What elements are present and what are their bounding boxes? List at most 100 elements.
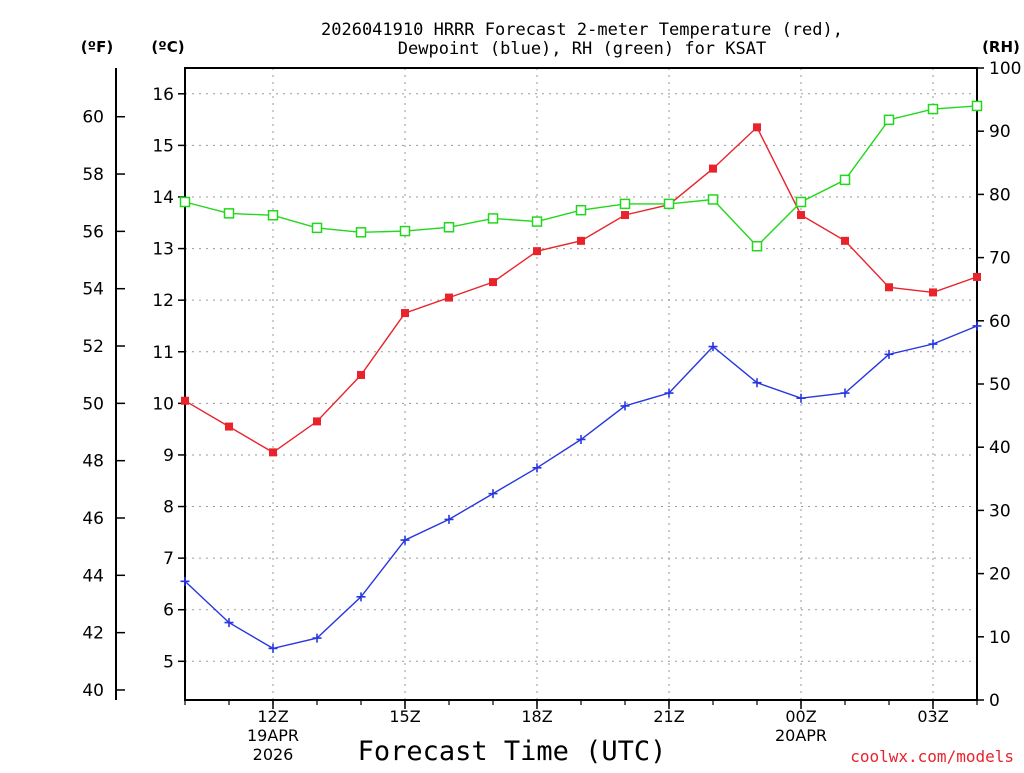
dewpoint-point	[444, 514, 454, 524]
rh-point	[531, 216, 543, 227]
dewpoint-line	[184, 325, 978, 650]
temperature-point	[445, 293, 453, 302]
dewpoint-point	[400, 535, 410, 545]
fahrenheit-unit-label: (ºF)	[81, 38, 113, 56]
rh-line	[184, 105, 978, 248]
temperature-point	[577, 236, 585, 245]
temperature-point	[181, 396, 189, 405]
temperature-point	[709, 164, 717, 173]
dewpoint-point	[224, 618, 234, 628]
fahrenheit-tick-label: 46	[82, 509, 104, 529]
rh-point	[795, 196, 807, 208]
dewpoint-point	[356, 592, 366, 602]
rh-tick-label: 40	[989, 438, 1011, 458]
rh-tick-label: 90	[989, 122, 1011, 142]
watermark: coolwx.com/models	[850, 747, 1014, 766]
celsius-unit-label: (ºC)	[151, 38, 184, 56]
temperature-point	[797, 211, 805, 220]
x-tick-label: 21Z	[653, 707, 684, 726]
x-tick-label: 12Z	[257, 707, 288, 726]
rh-point	[575, 204, 587, 216]
dewpoint-point	[708, 342, 718, 352]
rh-tick-label: 50	[989, 375, 1011, 395]
rh-point	[839, 174, 851, 186]
rh-tick-label: 10	[989, 628, 1011, 648]
celsius-tick-label: 14	[152, 188, 174, 208]
x-tick-date-label: 20APR	[775, 726, 827, 745]
celsius-tick-label: 11	[152, 343, 174, 363]
temperature-point	[401, 309, 409, 318]
celsius-tick-label: 7	[163, 549, 174, 569]
x-tick-label: 15Z	[389, 707, 420, 726]
fahrenheit-tick-label: 42	[82, 624, 104, 644]
celsius-tick-label: 8	[163, 498, 174, 518]
rh-point	[663, 198, 675, 210]
rh-tick-label: 20	[989, 565, 1011, 585]
rh-point	[443, 222, 455, 233]
x-tick-label: 18Z	[521, 707, 552, 726]
celsius-tick-label: 9	[163, 446, 174, 466]
dewpoint-point	[488, 489, 498, 499]
rh-tick-label: 70	[989, 249, 1011, 269]
rh-point	[399, 225, 411, 237]
temperature-point	[489, 278, 497, 287]
temperature-point	[533, 247, 541, 256]
chart-title-line2: Dewpoint (blue), RH (green) for KSAT	[398, 39, 766, 59]
dewpoint-point	[312, 633, 322, 643]
rh-tick-label: 60	[989, 312, 1011, 332]
celsius-tick-label: 15	[152, 136, 174, 156]
x-tick-label: 00Z	[785, 707, 816, 726]
celsius-tick-label: 6	[163, 601, 174, 621]
fahrenheit-tick-label: 56	[82, 222, 104, 242]
rh-point	[223, 208, 235, 219]
rh-point	[883, 114, 895, 126]
temperature-point	[841, 236, 849, 245]
rh-tick-label: 0	[989, 691, 1000, 711]
dewpoint-point	[268, 643, 278, 653]
dewpoint-point	[576, 434, 586, 444]
x-tick-label: 03Z	[917, 707, 948, 726]
x-axis-label: Forecast Time (UTC)	[358, 736, 667, 767]
rh-point	[355, 227, 367, 238]
data-series	[179, 100, 983, 653]
dewpoint-point	[620, 401, 630, 411]
dewpoint-point	[180, 576, 190, 586]
rh-point	[751, 240, 763, 252]
temperature-point	[357, 370, 365, 379]
celsius-tick-label: 5	[163, 652, 174, 672]
fahrenheit-tick-label: 60	[82, 108, 104, 128]
dewpoint-point	[928, 339, 938, 349]
temperature-point	[269, 448, 277, 457]
rh-tick-label: 30	[989, 501, 1011, 521]
fahrenheit-tick-label: 58	[82, 165, 104, 185]
gridlines	[185, 68, 977, 700]
rh-point	[311, 222, 323, 234]
fahrenheit-tick-label: 52	[82, 337, 104, 357]
dewpoint-point	[664, 388, 674, 398]
fahrenheit-tick-label: 40	[82, 681, 104, 701]
chart-title-line1: 2026041910 HRRR Forecast 2-meter Tempera…	[321, 20, 843, 40]
dewpoint-point	[972, 321, 982, 331]
x-tick-date-label: 19APR	[247, 726, 299, 745]
temperature-point	[929, 288, 937, 297]
rh-point	[707, 194, 719, 205]
dewpoint-point	[796, 393, 806, 403]
rh-point	[179, 196, 191, 208]
dewpoint-point	[884, 349, 894, 359]
celsius-tick-label: 13	[152, 240, 174, 260]
temperature-point	[313, 417, 321, 426]
x-tick-year-label: 2026	[253, 745, 294, 764]
rh-unit-label: (RH)	[982, 38, 1020, 56]
temperature-point	[225, 422, 233, 431]
dewpoint-point	[840, 388, 850, 398]
rh-point	[619, 198, 631, 210]
rh-point	[487, 213, 499, 224]
fahrenheit-tick-label: 54	[82, 280, 104, 300]
fahrenheit-tick-label: 44	[82, 566, 104, 586]
fahrenheit-tick-label: 50	[82, 394, 104, 414]
celsius-tick-label: 16	[152, 85, 174, 105]
temperature-point	[753, 123, 761, 132]
dewpoint-point	[752, 378, 762, 388]
